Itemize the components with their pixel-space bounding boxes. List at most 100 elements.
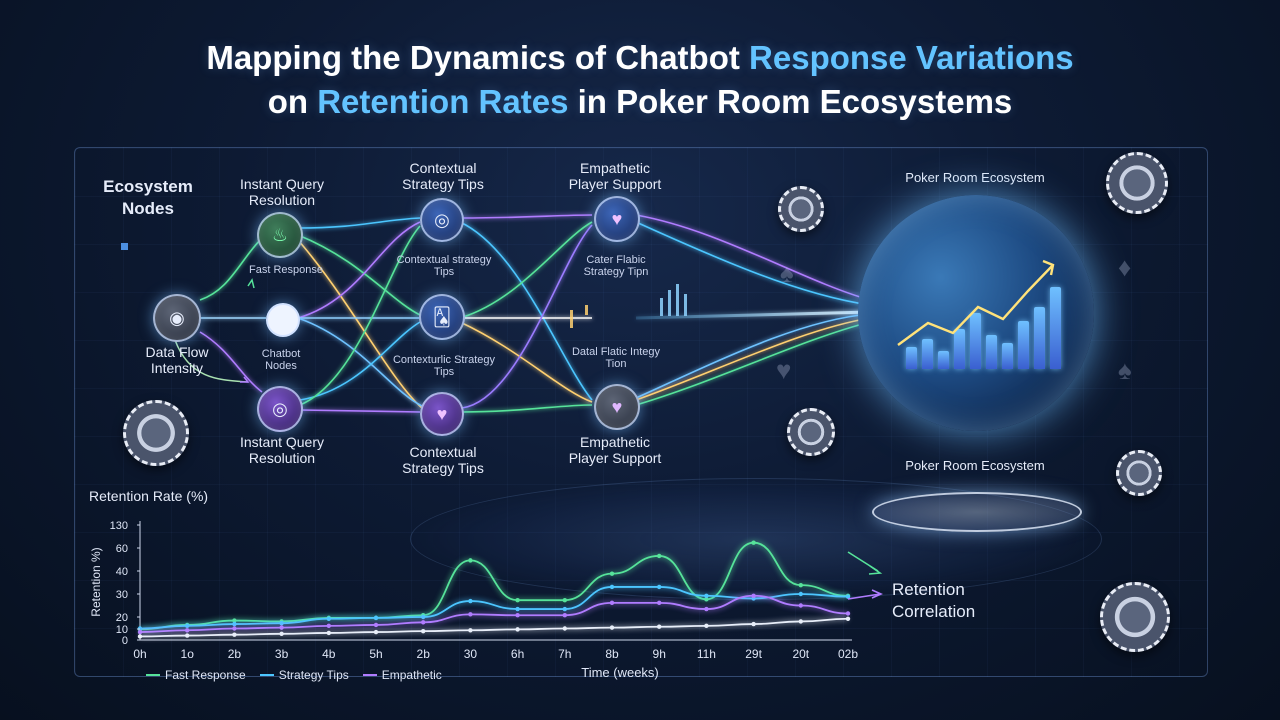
title-text: Mapping the Dynamics of Chatbot — [206, 39, 750, 76]
data-point — [373, 629, 379, 635]
x-axis-label: Time (weeks) — [581, 665, 659, 680]
empathetic-top-node: ♥ — [594, 196, 640, 242]
data-point — [468, 628, 473, 633]
contextual-bottom-node: ♥ — [420, 392, 464, 436]
globe-bar — [970, 313, 981, 369]
poker-room-bottom-label: Poker Room Ecosystem — [905, 458, 1045, 473]
series-line — [139, 541, 849, 631]
title-line-2: on Retention Rates in Poker Room Ecosyst… — [0, 80, 1280, 124]
data-flow-node: ◉ — [153, 294, 201, 342]
contextual-top-node: ◎ — [420, 198, 464, 242]
data-point — [609, 571, 615, 576]
data-point — [704, 597, 709, 602]
poker-chip-icon — [1100, 582, 1170, 652]
y-tick-label: 0 — [122, 635, 128, 647]
data-point — [468, 598, 473, 604]
empathetic-mid-top-label: Cater Flabic Strategy Tipn — [583, 254, 649, 278]
series-line — [139, 617, 849, 638]
data-point — [751, 540, 756, 545]
empathetic-top-label: Empathetic Player Support — [568, 160, 662, 192]
ecosystem-nodes-label: Ecosystem Nodes — [103, 177, 193, 218]
diamond-icon: ♦ — [1118, 252, 1132, 282]
title-text: in Poker Room Ecosystems — [568, 83, 1013, 120]
data-point — [657, 553, 662, 559]
empathetic-bottom-label: Empathetic Player Support — [568, 434, 662, 466]
chip-icon: ◉ — [169, 307, 185, 328]
chip-icon: ◎ — [434, 209, 450, 230]
globe-bar — [1050, 287, 1061, 369]
data-point — [845, 616, 851, 621]
chip-icon: ◎ — [272, 398, 288, 419]
data-point — [515, 606, 520, 612]
data-point — [279, 625, 284, 630]
data-point — [751, 593, 756, 598]
data-point — [326, 630, 331, 636]
chart-title: Retention Rate (%) — [89, 488, 209, 504]
data-point — [562, 606, 567, 612]
data-point — [704, 623, 709, 629]
chatbot-hub-node — [266, 303, 300, 337]
chart-legend: Fast Response Strategy Tips Empathetic — [146, 668, 442, 682]
legend-swatch — [362, 674, 377, 676]
data-point — [751, 621, 756, 627]
contextual-bottom-label: Contextual Strategy Tips — [402, 444, 484, 476]
y-tick-label: 20 — [116, 612, 128, 624]
data-point — [657, 584, 662, 590]
data-point — [232, 621, 237, 627]
data-point — [279, 620, 284, 626]
data-point — [326, 623, 331, 629]
title-highlight: Retention Rates — [317, 83, 569, 120]
data-point — [468, 612, 473, 617]
empathetic-mid-bottom-label: Datal Flatic Integy Tion — [571, 346, 661, 370]
data-flow-intensity-label: Data Flow Intensity — [145, 344, 209, 376]
title-line-1: Mapping the Dynamics of Chatbot Response… — [0, 36, 1280, 80]
poker-chip-icon — [778, 186, 824, 232]
data-point — [798, 582, 803, 588]
pedestal — [872, 492, 1082, 532]
data-point — [185, 633, 190, 638]
heart-icon: ♥ — [776, 355, 792, 385]
chat-heart-icon: ♥ — [611, 208, 623, 229]
cards-icon: 🂡 — [432, 306, 452, 327]
legend-label: Empathetic — [381, 668, 442, 682]
data-point — [657, 600, 662, 606]
data-point — [232, 632, 237, 637]
globe-ecosystem — [858, 195, 1094, 431]
data-point — [562, 597, 567, 603]
legend-item: Fast Response — [146, 668, 246, 682]
data-point — [373, 615, 379, 621]
chat-heart-icon: ♥ — [436, 403, 448, 424]
data-point — [515, 597, 520, 603]
fast-response-label: Fast Response — [249, 264, 323, 276]
page-title: Mapping the Dynamics of Chatbot Response… — [0, 36, 1280, 124]
y-axis-label: Retention %) — [89, 547, 103, 616]
data-point — [798, 591, 803, 597]
x-tick-label: 2b — [228, 647, 242, 661]
data-point — [421, 620, 426, 625]
data-point — [421, 628, 426, 634]
data-point — [515, 627, 520, 632]
data-point — [704, 606, 709, 612]
globe-bar — [986, 335, 997, 369]
series-line — [139, 586, 849, 630]
globe-bar — [1002, 343, 1013, 369]
y-tick-label: 10 — [116, 624, 128, 636]
data-point — [657, 624, 662, 629]
empathetic-bottom-node: ♥ — [594, 384, 640, 430]
x-tick-label: 6h — [511, 647, 524, 661]
globe-bar — [1034, 307, 1045, 369]
data-point — [845, 611, 851, 616]
title-highlight: Response Variations — [749, 39, 1074, 76]
x-tick-label: 11h — [697, 647, 716, 661]
data-point — [232, 626, 237, 631]
x-tick-label: 8b — [605, 647, 619, 661]
data-point — [279, 631, 284, 637]
poker-room-top-label: Poker Room Ecosystem — [905, 170, 1045, 185]
contextual-mid-bottom-label: Contexturlic Strategy Tips — [392, 354, 496, 378]
data-point — [845, 594, 851, 599]
poker-chip-icon — [123, 400, 189, 466]
poker-chip-icon — [1116, 450, 1162, 496]
data-point — [515, 613, 520, 618]
x-tick-label: 29t — [745, 647, 762, 661]
